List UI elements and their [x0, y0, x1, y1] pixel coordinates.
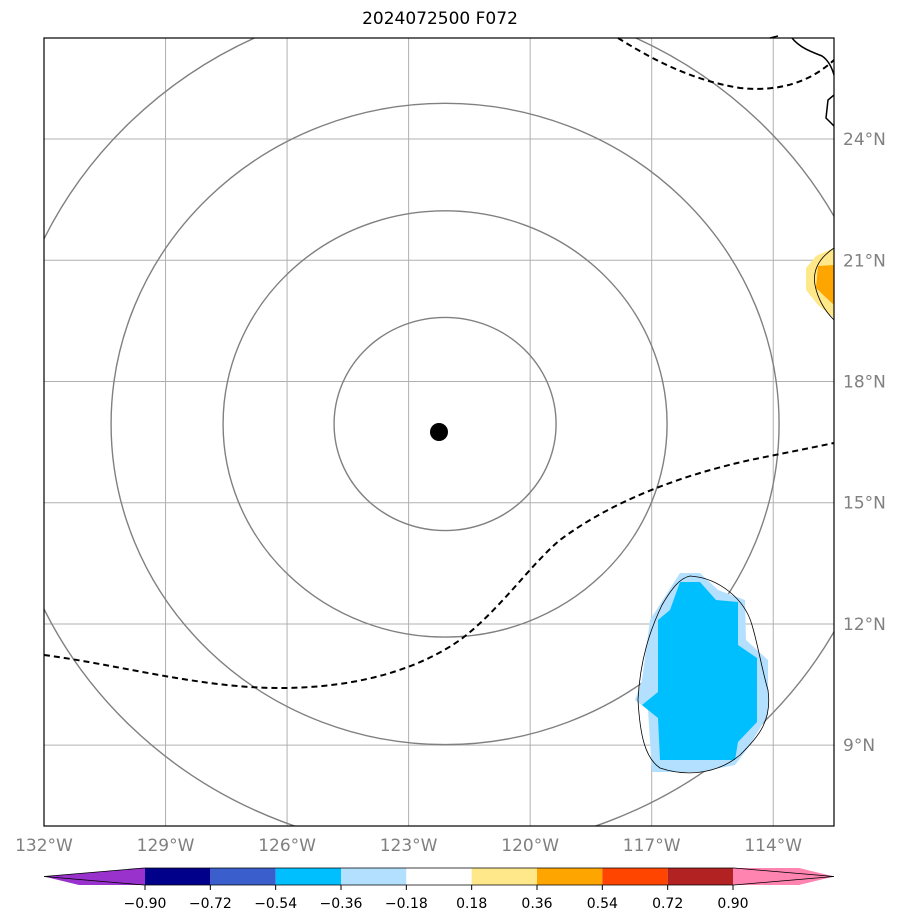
- longitude-label: 114°W: [744, 836, 802, 856]
- colorbar-tick-label: −0.36: [320, 896, 363, 912]
- colorbar-extension-low: [44, 868, 145, 885]
- latitude-label: 24°N: [843, 130, 886, 150]
- negative-anomaly-area: [642, 582, 757, 760]
- longitude-label: 129°W: [137, 836, 195, 856]
- longitude-label: 123°W: [380, 836, 438, 856]
- colorbar-tick-label: 0.72: [652, 896, 683, 912]
- colorbar-tick-label: 0.90: [717, 896, 748, 912]
- latitude-label: 15°N: [843, 494, 886, 514]
- colorbar-bin: [667, 868, 733, 885]
- latitude-label: 12°N: [843, 615, 886, 635]
- longitude-label: 132°W: [15, 836, 73, 856]
- colorbar-tick-labels: −0.90 −0.72 −0.54 −0.36 −0.18 0.18 0.36 0.54 0.7…: [124, 885, 749, 912]
- colorbar-tick-label: −0.72: [189, 896, 232, 912]
- map-panel: [43, 35, 835, 827]
- colorbar-bin: [341, 868, 407, 885]
- positive-anomaly-area: [816, 265, 834, 305]
- range-ring: [333, 316, 557, 532]
- colorbar-tick-label: −0.54: [254, 896, 297, 912]
- longitude-label: 120°W: [501, 836, 559, 856]
- anomaly-contour-east: [814, 247, 835, 321]
- latitude-label: 9°N: [843, 736, 875, 756]
- longitude-label: 117°W: [623, 836, 681, 856]
- colorbar-bin: [406, 868, 472, 885]
- longitude-labels: 132°W 129°W 126°W 123°W 120°W 117°W 114°W: [15, 836, 802, 856]
- colorbar-bin: [145, 868, 211, 885]
- dashed-contour-north: [617, 37, 835, 90]
- storm-center-marker: [430, 423, 448, 441]
- colorbar-outline: [43, 867, 835, 886]
- longitude-label: 126°W: [258, 836, 316, 856]
- colorbar-bin: [275, 868, 341, 885]
- colorbar-tick-label: −0.90: [124, 896, 167, 912]
- colorbar-tick-label: 0.54: [587, 896, 618, 912]
- map-title: 2024072500 F072: [362, 9, 518, 29]
- colorbar-tick-label: 0.36: [521, 896, 552, 912]
- colorbar-tick-label: −0.18: [385, 896, 428, 912]
- anomaly-contour: [637, 575, 770, 774]
- range-ring: [110, 102, 780, 746]
- latitude-label: 21°N: [843, 251, 886, 271]
- colorbar-bin: [537, 868, 603, 885]
- colorbar-bin: [210, 868, 276, 885]
- latitude-labels: 9°N 12°N 15°N 18°N 21°N 24°N: [843, 130, 886, 756]
- colorbar-tick-label: 0.18: [456, 896, 487, 912]
- range-ring: [222, 210, 668, 638]
- range-rings: [44, 38, 834, 826]
- colorbar-extension-high: [733, 868, 834, 885]
- colorbar-bin: [602, 868, 668, 885]
- latitude-label: 18°N: [843, 372, 886, 392]
- map-frame: [43, 37, 835, 827]
- dashed-contour-south: [43, 442, 835, 690]
- colorbar: [43, 867, 835, 886]
- colorbar-bin: [471, 868, 537, 885]
